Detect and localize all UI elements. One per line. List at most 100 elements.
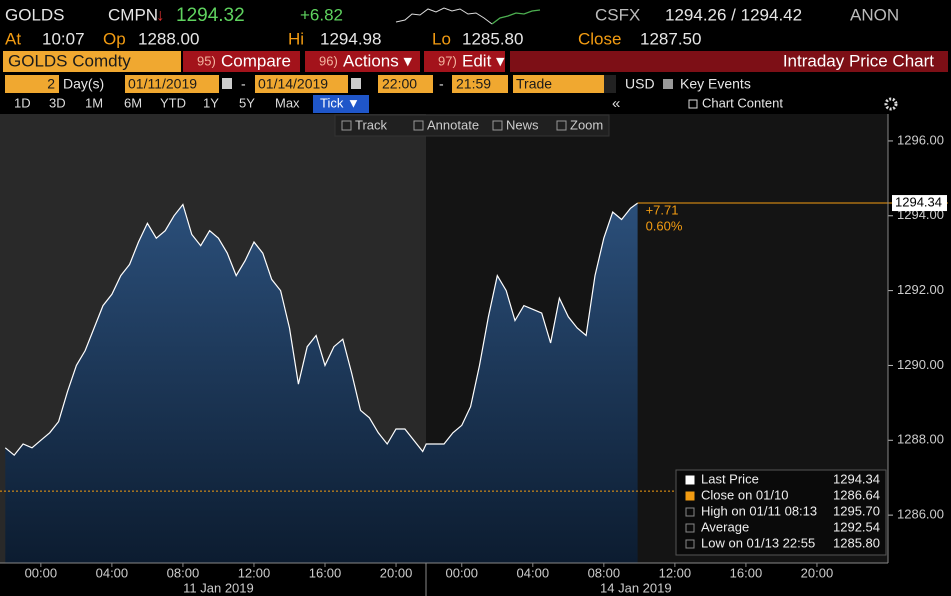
x-tick-label: 08:00 <box>167 565 200 580</box>
legend-value: 1294.34 <box>833 471 880 486</box>
quote-value: 1285.80 <box>462 29 523 48</box>
condition: ANON <box>850 5 899 24</box>
menu-button[interactable] <box>424 51 505 72</box>
ticker: GOLDS <box>5 5 65 24</box>
x-date-label: 14 Jan 2019 <box>600 580 672 595</box>
end-time: 21:59 <box>456 76 491 92</box>
period-button[interactable]: 3D <box>49 95 66 110</box>
quote-value: 1287.50 <box>640 29 701 48</box>
last-price: 1294.32 <box>176 5 245 26</box>
x-tick-label: 20:00 <box>380 565 413 580</box>
start-time-field[interactable] <box>378 75 433 93</box>
separator: - <box>241 76 246 92</box>
legend-swatch <box>685 539 695 549</box>
x-tick-label: 12:00 <box>238 565 271 580</box>
period-button[interactable]: 1Y <box>203 95 219 110</box>
period-button[interactable]: YTD <box>160 95 186 110</box>
legend-swatch <box>685 523 695 533</box>
field-dropdown[interactable] <box>513 75 616 93</box>
menu-button[interactable] <box>183 51 300 72</box>
x-date-label: 11 Jan 2019 <box>183 580 254 595</box>
security-field[interactable] <box>3 51 181 72</box>
x-tick-label: 12:00 <box>659 565 692 580</box>
x-tick-label: 08:00 <box>588 565 621 580</box>
quote-label: At <box>5 29 21 48</box>
quote-value: 1294.98 <box>320 29 381 48</box>
tool-icon <box>413 120 424 131</box>
legend-name: Last Price <box>701 471 759 486</box>
price-line <box>4 202 638 457</box>
legend-swatch <box>685 491 695 501</box>
quote-label: Op <box>103 29 126 48</box>
calendar-icon[interactable] <box>351 78 361 89</box>
legend-box <box>675 469 887 556</box>
exchange: CSFX <box>595 5 640 24</box>
period-button[interactable]: 1M <box>85 95 103 110</box>
chart-content[interactable]: Chart Content <box>702 95 783 110</box>
chart: 1286.001288.001290.001292.001294.001296.… <box>0 114 951 596</box>
legend-swatch <box>685 475 695 485</box>
period-button[interactable]: Tick ▼ <box>320 95 360 110</box>
period-button[interactable]: 1D <box>14 95 31 110</box>
menu-number: 97) <box>438 53 457 68</box>
days: 2 <box>47 76 55 92</box>
last-price-box <box>892 195 947 212</box>
menu-button[interactable] <box>305 51 420 72</box>
end-time-field[interactable] <box>452 75 508 93</box>
arrow: ↓ <box>156 5 165 24</box>
tool-icon <box>556 120 567 131</box>
legend-value: 1286.64 <box>833 487 880 502</box>
menu-label: Edit ▾ <box>462 51 505 70</box>
legend-name: Average <box>701 519 749 534</box>
chart-tool[interactable]: Annotate <box>427 117 479 132</box>
period-button[interactable]: 6M <box>124 95 142 110</box>
chart-tool[interactable]: Zoom <box>570 117 603 132</box>
dropdown-arrow <box>604 75 616 93</box>
period-selected <box>313 95 369 113</box>
field: Trade <box>516 76 552 92</box>
separator: - <box>439 76 444 92</box>
menu-label: Compare <box>221 51 291 70</box>
legend-name: Close on 01/10 <box>701 487 788 502</box>
days-unit: Day(s) <box>63 76 104 92</box>
y-tick-label: 1288.00 <box>897 432 944 447</box>
menu-number: 95) <box>197 53 216 68</box>
change-label: +7.71 <box>646 202 679 217</box>
start-date-field[interactable] <box>125 75 219 93</box>
legend-name: Low on 01/13 22:55 <box>701 535 815 550</box>
period-button[interactable]: Max <box>275 95 300 110</box>
last-price-label: 1294.34 <box>895 194 942 209</box>
legend-value: 1292.54 <box>833 519 880 534</box>
key-events: Key Events <box>680 76 751 92</box>
end-date-field[interactable] <box>255 75 348 93</box>
chart-tool[interactable]: Track <box>355 117 388 132</box>
price-area <box>5 203 638 563</box>
quote-value: 1288.00 <box>138 29 199 48</box>
bid-ask: 1294.26 / 1294.42 <box>665 5 802 24</box>
period-button[interactable]: 5Y <box>239 95 255 110</box>
x-tick-label: 16:00 <box>730 565 763 580</box>
quote-label: Lo <box>432 29 451 48</box>
sparkline <box>395 7 493 25</box>
menu-label: Actions ▾ <box>343 51 412 70</box>
security: GOLDS Comdty <box>8 51 131 70</box>
chart-tool[interactable]: News <box>506 117 539 132</box>
y-tick-label: 1296.00 <box>897 132 944 147</box>
change: +6.82 <box>300 5 343 24</box>
x-axis-bg <box>0 563 951 596</box>
y-tick-label: 1290.00 <box>897 357 944 372</box>
calendar-icon[interactable] <box>222 78 232 89</box>
sparkline-today <box>491 9 541 25</box>
start-time: 22:00 <box>382 76 417 92</box>
days-field[interactable] <box>5 75 59 93</box>
x-tick-label: 04:00 <box>517 565 550 580</box>
settings-icon[interactable] <box>884 97 898 111</box>
collapse-icon[interactable]: « <box>612 95 620 112</box>
menu-number: 96) <box>319 53 338 68</box>
page-title: Intraday Price Chart <box>783 51 934 70</box>
checkbox[interactable] <box>663 79 673 89</box>
start-date: 01/11/2019 <box>128 76 197 92</box>
tool-icon <box>341 120 352 131</box>
legend-name: High on 01/11 08:13 <box>701 503 817 518</box>
